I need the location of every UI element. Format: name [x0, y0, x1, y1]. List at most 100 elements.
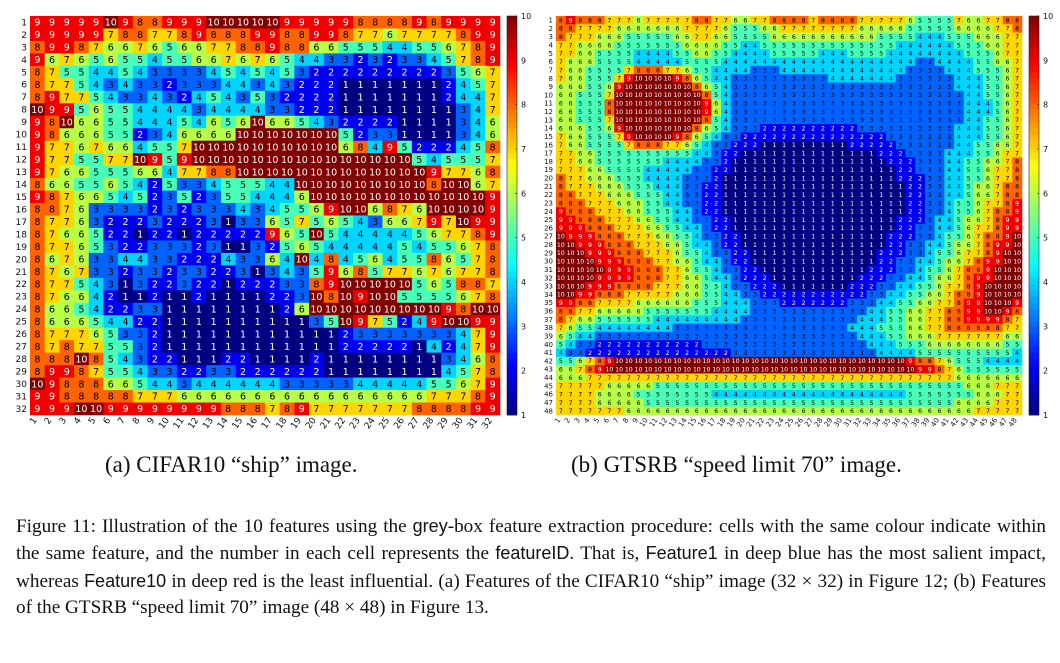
cell-feature-id: 6	[64, 167, 70, 178]
cell-feature-id: 2	[299, 367, 305, 378]
cell-feature-id: 6	[986, 167, 990, 174]
cell-feature-id: 3	[938, 92, 942, 99]
cell-feature-id: 2	[387, 68, 393, 79]
cell-feature-id: 8	[313, 280, 319, 291]
cell-feature-id: 3	[753, 92, 757, 99]
heatmap-cell	[132, 78, 148, 92]
cell-feature-id: 7	[460, 392, 466, 403]
cell-feature-id: 10	[354, 280, 366, 291]
cell-feature-id: 4	[918, 34, 922, 41]
cell-feature-id: 1	[772, 217, 776, 224]
heatmap-cell	[382, 53, 398, 67]
cell-feature-id: 6	[1005, 92, 1009, 99]
cell-feature-id: 8	[284, 30, 290, 41]
cell-feature-id: 6	[908, 17, 912, 24]
cell-feature-id: 1	[899, 184, 903, 191]
cell-feature-id: 5	[792, 51, 796, 58]
cell-feature-id: 3	[714, 142, 718, 149]
cell-feature-id: 2	[137, 317, 143, 328]
cell-feature-id: 2	[792, 134, 796, 141]
cell-feature-id: 2	[299, 92, 305, 103]
y-tick-label: 26	[16, 330, 28, 340]
cell-feature-id: 6	[255, 392, 261, 403]
cell-feature-id: 6	[446, 255, 452, 266]
heatmap-cell	[353, 53, 369, 67]
cell-feature-id: 5	[343, 43, 349, 54]
heatmap-cell	[367, 78, 383, 92]
cell-feature-id: 10	[340, 167, 352, 178]
heatmap-cell	[176, 40, 192, 54]
colorbar-segment	[507, 203, 517, 210]
cell-feature-id: 8	[685, 76, 689, 83]
cell-feature-id: 2	[269, 367, 275, 378]
cell-feature-id: 1	[811, 217, 815, 224]
cell-feature-id: 7	[372, 404, 378, 415]
cell-feature-id: 10	[683, 84, 691, 91]
heatmap-cell	[411, 40, 427, 54]
cell-feature-id: 5	[840, 42, 844, 49]
cell-feature-id: 2	[831, 134, 835, 141]
cell-feature-id: 2	[137, 242, 143, 253]
cell-feature-id: 10	[384, 167, 396, 178]
cell-feature-id: 1	[416, 367, 422, 378]
cell-feature-id: 7	[627, 217, 631, 224]
cell-feature-id: 8	[64, 379, 70, 390]
cell-feature-id: 5	[416, 43, 422, 54]
cell-feature-id: 4	[387, 379, 393, 390]
cell-feature-id: 9	[64, 30, 70, 41]
cell-feature-id: 5	[598, 134, 602, 141]
cell-feature-id: 3	[938, 125, 942, 132]
cell-feature-id: 6	[578, 159, 582, 166]
cell-feature-id: 1	[734, 167, 738, 174]
cell-feature-id: 3	[821, 92, 825, 99]
cell-feature-id: 10	[576, 258, 584, 265]
cell-feature-id: 4	[225, 92, 231, 103]
cell-feature-id: 5	[957, 42, 961, 49]
cell-feature-id: 2	[240, 230, 246, 241]
cell-feature-id: 1	[211, 304, 217, 315]
heatmap-cell	[382, 28, 398, 42]
cell-feature-id: 3	[328, 379, 334, 390]
colorbar-segment	[507, 65, 517, 73]
cell-feature-id: 6	[475, 180, 481, 191]
cell-feature-id: 5	[646, 200, 650, 207]
cell-feature-id: 7	[446, 217, 452, 228]
cell-feature-id: 5	[122, 105, 128, 116]
cell-feature-id: 7	[617, 134, 621, 141]
heatmap-cell	[220, 16, 236, 29]
cell-feature-id: 4	[967, 134, 971, 141]
cell-feature-id: 10	[208, 155, 220, 166]
cell-feature-id: 6	[64, 230, 70, 241]
cell-feature-id: 7	[64, 80, 70, 91]
cell-feature-id: 8	[387, 205, 393, 216]
cell-feature-id: 3	[938, 67, 942, 74]
cell-feature-id: 1	[802, 209, 806, 216]
cell-feature-id: 7	[1015, 142, 1019, 149]
cell-feature-id: 1	[870, 209, 874, 216]
cell-feature-id: 9	[64, 367, 70, 378]
heatmap-cell	[426, 65, 442, 79]
cell-feature-id: 10	[683, 125, 691, 132]
y-tick-label: 20	[16, 255, 28, 265]
cell-feature-id: 8	[490, 292, 496, 303]
cell-feature-id: 8	[93, 354, 99, 365]
cell-feature-id: 6	[578, 59, 582, 66]
heatmap-cell	[367, 65, 383, 79]
cell-feature-id: 1	[879, 192, 883, 199]
cell-feature-id: 7	[49, 329, 55, 340]
cell-feature-id: 6	[811, 34, 815, 41]
cell-feature-id: 2	[416, 68, 422, 79]
cell-feature-id: 10	[664, 101, 672, 108]
x-tick-label: 26	[392, 416, 407, 431]
cell-feature-id: 3	[850, 117, 854, 124]
cell-feature-id: 3	[811, 84, 815, 91]
cell-feature-id: 8	[490, 354, 496, 365]
cell-feature-id: 5	[976, 142, 980, 149]
heatmap-cell	[30, 90, 45, 104]
cell-feature-id: 4	[313, 255, 319, 266]
cell-feature-id: 5	[675, 150, 679, 157]
cell-feature-id: 5	[225, 192, 231, 203]
x-tick-label: 27	[407, 416, 422, 431]
cell-feature-id: 7	[656, 17, 660, 24]
cell-feature-id: 1	[840, 167, 844, 174]
